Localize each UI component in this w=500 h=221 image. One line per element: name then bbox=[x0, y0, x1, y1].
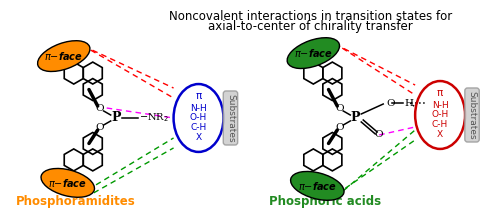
Text: axial-to-center of chirality transfer: axial-to-center of chirality transfer bbox=[208, 20, 412, 33]
Text: Substrates: Substrates bbox=[468, 91, 476, 139]
Text: P: P bbox=[350, 111, 360, 124]
Text: O-H: O-H bbox=[432, 110, 448, 120]
Text: Substrates: Substrates bbox=[226, 94, 235, 142]
Text: O: O bbox=[96, 103, 104, 112]
Text: H: H bbox=[404, 99, 413, 107]
Text: O: O bbox=[335, 103, 344, 112]
Text: C-H: C-H bbox=[190, 124, 206, 132]
Text: N-H: N-H bbox=[432, 101, 448, 110]
Ellipse shape bbox=[287, 38, 340, 69]
Text: O: O bbox=[386, 99, 395, 107]
Text: X: X bbox=[437, 130, 443, 139]
Text: O: O bbox=[335, 124, 344, 132]
Text: X: X bbox=[196, 133, 202, 143]
Ellipse shape bbox=[41, 168, 94, 197]
Text: $-$NR$_2$: $-$NR$_2$ bbox=[138, 112, 168, 124]
Text: Phosphoramidites: Phosphoramidites bbox=[16, 195, 136, 208]
Text: $\pi$$-$face: $\pi$$-$face bbox=[44, 50, 83, 62]
Text: N-H: N-H bbox=[190, 103, 207, 112]
Text: π: π bbox=[437, 88, 443, 98]
Text: Phosphoric acids: Phosphoric acids bbox=[269, 195, 382, 208]
Text: $\pi$$-$face: $\pi$$-$face bbox=[294, 47, 333, 59]
Text: C-H: C-H bbox=[432, 120, 448, 130]
Text: O: O bbox=[374, 130, 382, 139]
Text: $\pi$$-$face: $\pi$$-$face bbox=[48, 177, 87, 189]
Text: $\pi$$-$face: $\pi$$-$face bbox=[298, 180, 337, 192]
Text: O-H: O-H bbox=[190, 114, 207, 122]
Text: O: O bbox=[96, 124, 104, 132]
Text: Noncovalent interactions in transition states for: Noncovalent interactions in transition s… bbox=[168, 10, 452, 23]
Ellipse shape bbox=[38, 41, 90, 71]
Ellipse shape bbox=[290, 171, 344, 200]
Text: π: π bbox=[196, 91, 202, 101]
Text: P: P bbox=[111, 111, 120, 124]
